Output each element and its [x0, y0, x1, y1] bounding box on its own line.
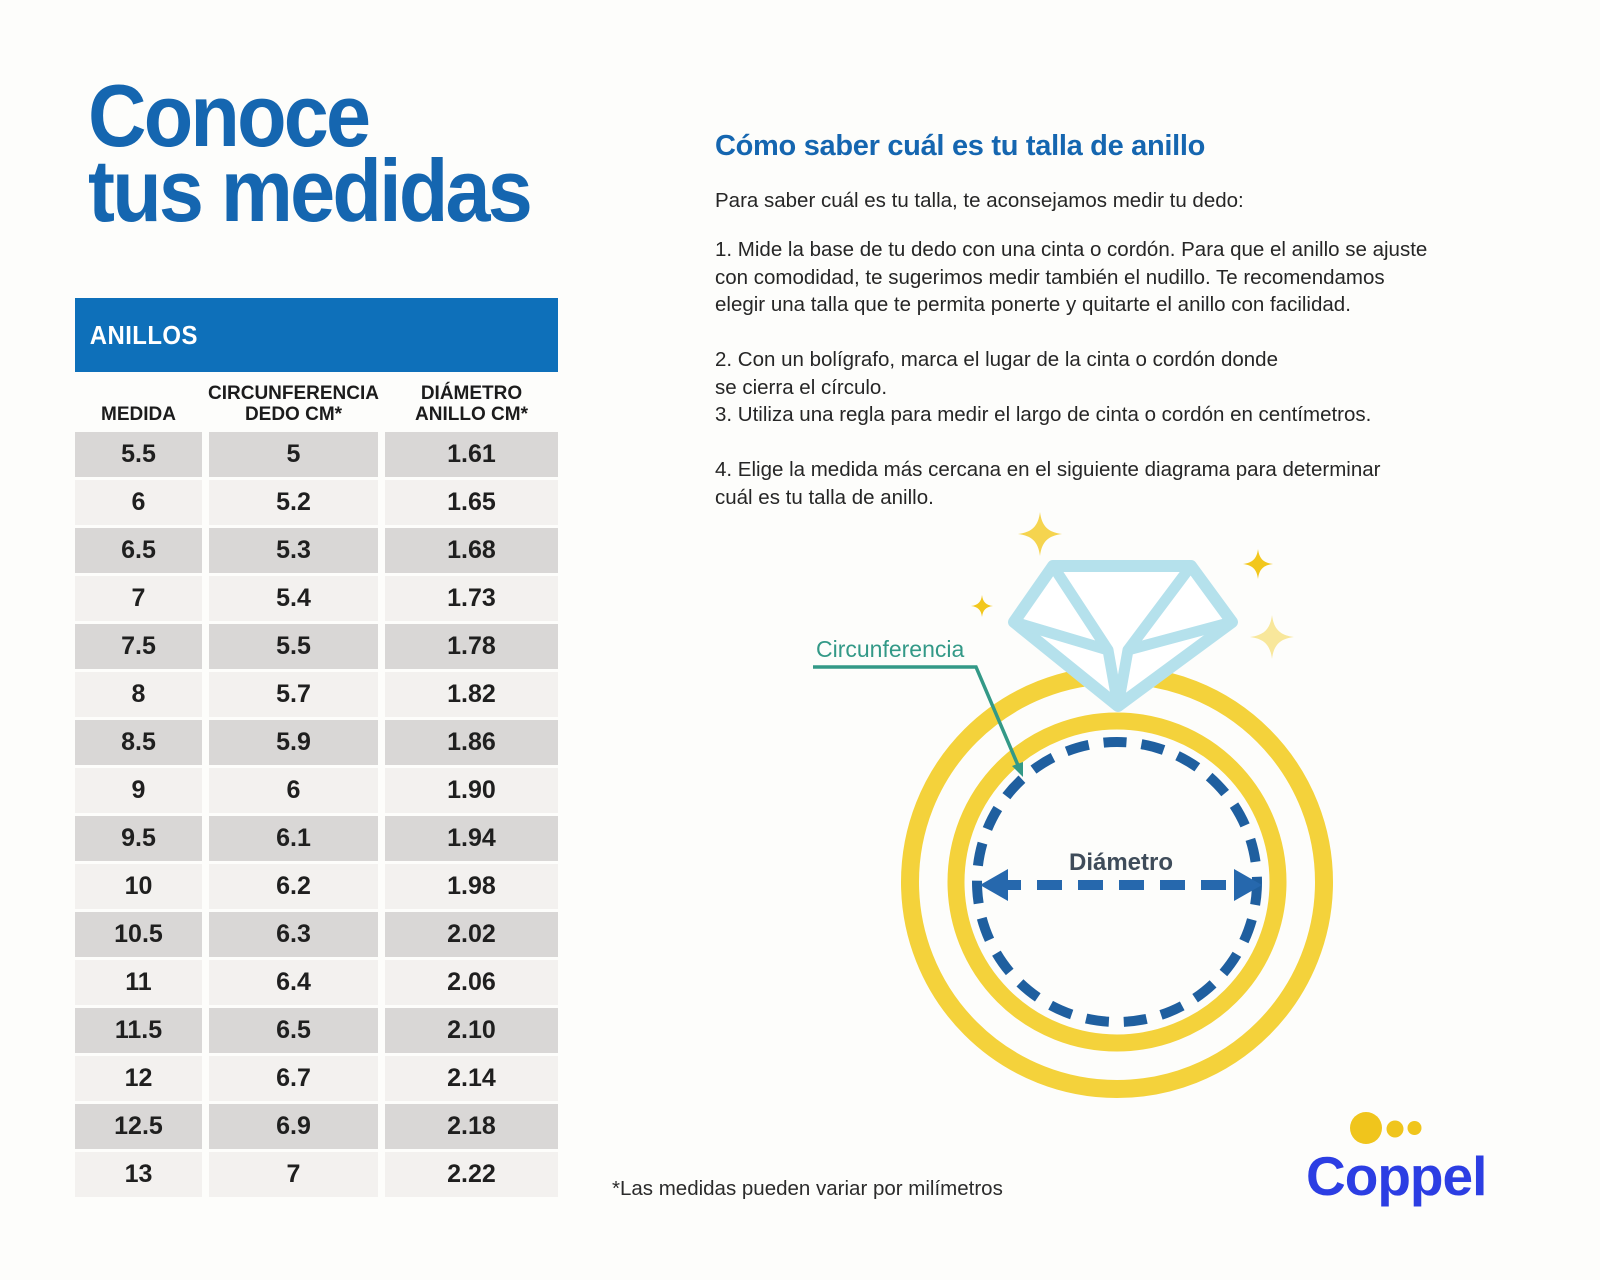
table-row: 8.5 5.9 1.86 — [75, 720, 558, 765]
table-cell: 9 — [75, 768, 202, 813]
table-cell: 6 — [75, 480, 202, 525]
diamond-icon — [1008, 560, 1238, 712]
table-cell: 1.68 — [385, 528, 558, 573]
table-header-bar: ANILLOS — [75, 298, 558, 372]
table-cell: 12 — [75, 1056, 202, 1101]
table-cell: 6.3 — [209, 912, 378, 957]
table-cell: 6 — [209, 768, 378, 813]
sparkle-icon — [1018, 512, 1062, 556]
guide-step-1: 1. Mide la base de tu dedo con una cinta… — [715, 238, 1428, 316]
guide-step-4: 4. Elige la medida más cercana en el sig… — [715, 458, 1381, 509]
table-row: 9.5 6.1 1.94 — [75, 816, 558, 861]
table-cell: 7 — [75, 576, 202, 621]
table-row: 10.5 6.3 2.02 — [75, 912, 558, 957]
guide-intro: Para saber cuál es tu talla, te aconseja… — [715, 189, 1244, 212]
table-cell: 1.82 — [385, 672, 558, 717]
guide-heading: Cómo saber cuál es tu talla de anillo — [715, 130, 1206, 162]
table-cell: 1.61 — [385, 432, 558, 477]
table-cell: 2.18 — [385, 1104, 558, 1149]
leader-line — [813, 665, 1023, 777]
table-cell: 2.22 — [385, 1152, 558, 1197]
table-row: 6 5.2 1.65 — [75, 480, 558, 525]
sparkle-icon — [971, 595, 993, 617]
table-row: 7.5 5.5 1.78 — [75, 624, 558, 669]
guide-step-2: 2. Con un bolígrafo, marca el lugar de l… — [715, 348, 1278, 399]
table-cell: 1.90 — [385, 768, 558, 813]
size-table-body: 5.5 5 1.61 6 5.2 1.65 6.5 5.3 1.68 7 5.4 1.73 7.5 5.5… — [75, 432, 558, 1197]
table-row: 9 6 1.90 — [75, 768, 558, 813]
table-cell: 1.78 — [385, 624, 558, 669]
logo-dots-icon — [1350, 1112, 1422, 1144]
table-row: 12 6.7 2.14 — [75, 1056, 558, 1101]
size-table: ANILLOS MEDIDA CIRCUNFERENCIA DEDO CM* D… — [75, 298, 558, 1200]
table-cell: 5.2 — [209, 480, 378, 525]
table-cell: 5.3 — [209, 528, 378, 573]
table-cell: 6.1 — [209, 816, 378, 861]
diameter-label: Diámetro — [1069, 849, 1173, 876]
table-cell: 5 — [209, 432, 378, 477]
table-cell: 1.65 — [385, 480, 558, 525]
table-row: 7 5.4 1.73 — [75, 576, 558, 621]
table-cell: 6.4 — [209, 960, 378, 1005]
sparkle-icon — [1250, 615, 1294, 659]
table-cell: 5.7 — [209, 672, 378, 717]
page-title-line2: tus medidas — [88, 141, 533, 240]
table-cell: 5.9 — [209, 720, 378, 765]
column-header-circunferencia: CIRCUNFERENCIA DEDO CM* — [208, 383, 379, 425]
table-cell: 10 — [75, 864, 202, 909]
column-header-medida: MEDIDA — [101, 404, 176, 425]
circumference-dashed-circle — [972, 737, 1262, 1027]
table-cell: 11 — [75, 960, 202, 1005]
footnote: *Las medidas pueden variar por milímetro… — [612, 1177, 1003, 1200]
guide-step-3: 3. Utiliza una regla para medir el largo… — [715, 403, 1372, 426]
table-cell: 1.94 — [385, 816, 558, 861]
page-title-line1: Conoce — [88, 66, 371, 165]
table-cell: 7 — [209, 1152, 378, 1197]
table-row: 6.5 5.3 1.68 — [75, 528, 558, 573]
table-cell: 2.14 — [385, 1056, 558, 1101]
table-row: 5.5 5 1.61 — [75, 432, 558, 477]
table-cell: 2.10 — [385, 1008, 558, 1053]
table-cell: 6.5 — [75, 528, 202, 573]
table-row: 8 5.7 1.82 — [75, 672, 558, 717]
ring-diagram: Diámetro Circunferencia — [780, 510, 1360, 1125]
coppel-logo: Coppel — [1306, 1100, 1526, 1230]
table-cell: 5.5 — [209, 624, 378, 669]
column-header-diametro: DIÁMETRO ANILLO CM* — [415, 383, 528, 425]
diameter-arrow — [980, 869, 1262, 901]
table-cell: 10.5 — [75, 912, 202, 957]
table-cell: 5.5 — [75, 432, 202, 477]
table-cell: 6.9 — [209, 1104, 378, 1149]
sparkle-icon — [1243, 549, 1273, 579]
table-cell: 8 — [75, 672, 202, 717]
table-cell: 9.5 — [75, 816, 202, 861]
table-row: 11.5 6.5 2.10 — [75, 1008, 558, 1053]
page-title: Conoce tus medidas — [88, 66, 533, 240]
table-cell: 12.5 — [75, 1104, 202, 1149]
table-cell: 6.7 — [209, 1056, 378, 1101]
table-cell: 1.98 — [385, 864, 558, 909]
column-header-row: MEDIDA CIRCUNFERENCIA DEDO CM* DIÁMETRO … — [75, 372, 558, 432]
table-cell: 11.5 — [75, 1008, 202, 1053]
table-cell: 2.02 — [385, 912, 558, 957]
circumference-label: Circunferencia — [816, 636, 965, 662]
table-cell: 1.86 — [385, 720, 558, 765]
table-cell: 1.73 — [385, 576, 558, 621]
table-cell: 6.2 — [209, 864, 378, 909]
table-title: ANILLOS — [89, 320, 198, 350]
table-cell: 8.5 — [75, 720, 202, 765]
table-cell: 13 — [75, 1152, 202, 1197]
table-row: 12.5 6.9 2.18 — [75, 1104, 558, 1149]
table-cell: 6.5 — [209, 1008, 378, 1053]
table-cell: 5.4 — [209, 576, 378, 621]
ring-diagram-svg: Diámetro — [813, 512, 1333, 1098]
table-row: 11 6.4 2.06 — [75, 960, 558, 1005]
ring-inner-circle — [947, 712, 1287, 1052]
table-cell: 7.5 — [75, 624, 202, 669]
logo-wordmark: Coppel — [1306, 1145, 1487, 1207]
table-row: 13 7 2.22 — [75, 1152, 558, 1197]
table-row: 10 6.2 1.98 — [75, 864, 558, 909]
table-cell: 2.06 — [385, 960, 558, 1005]
